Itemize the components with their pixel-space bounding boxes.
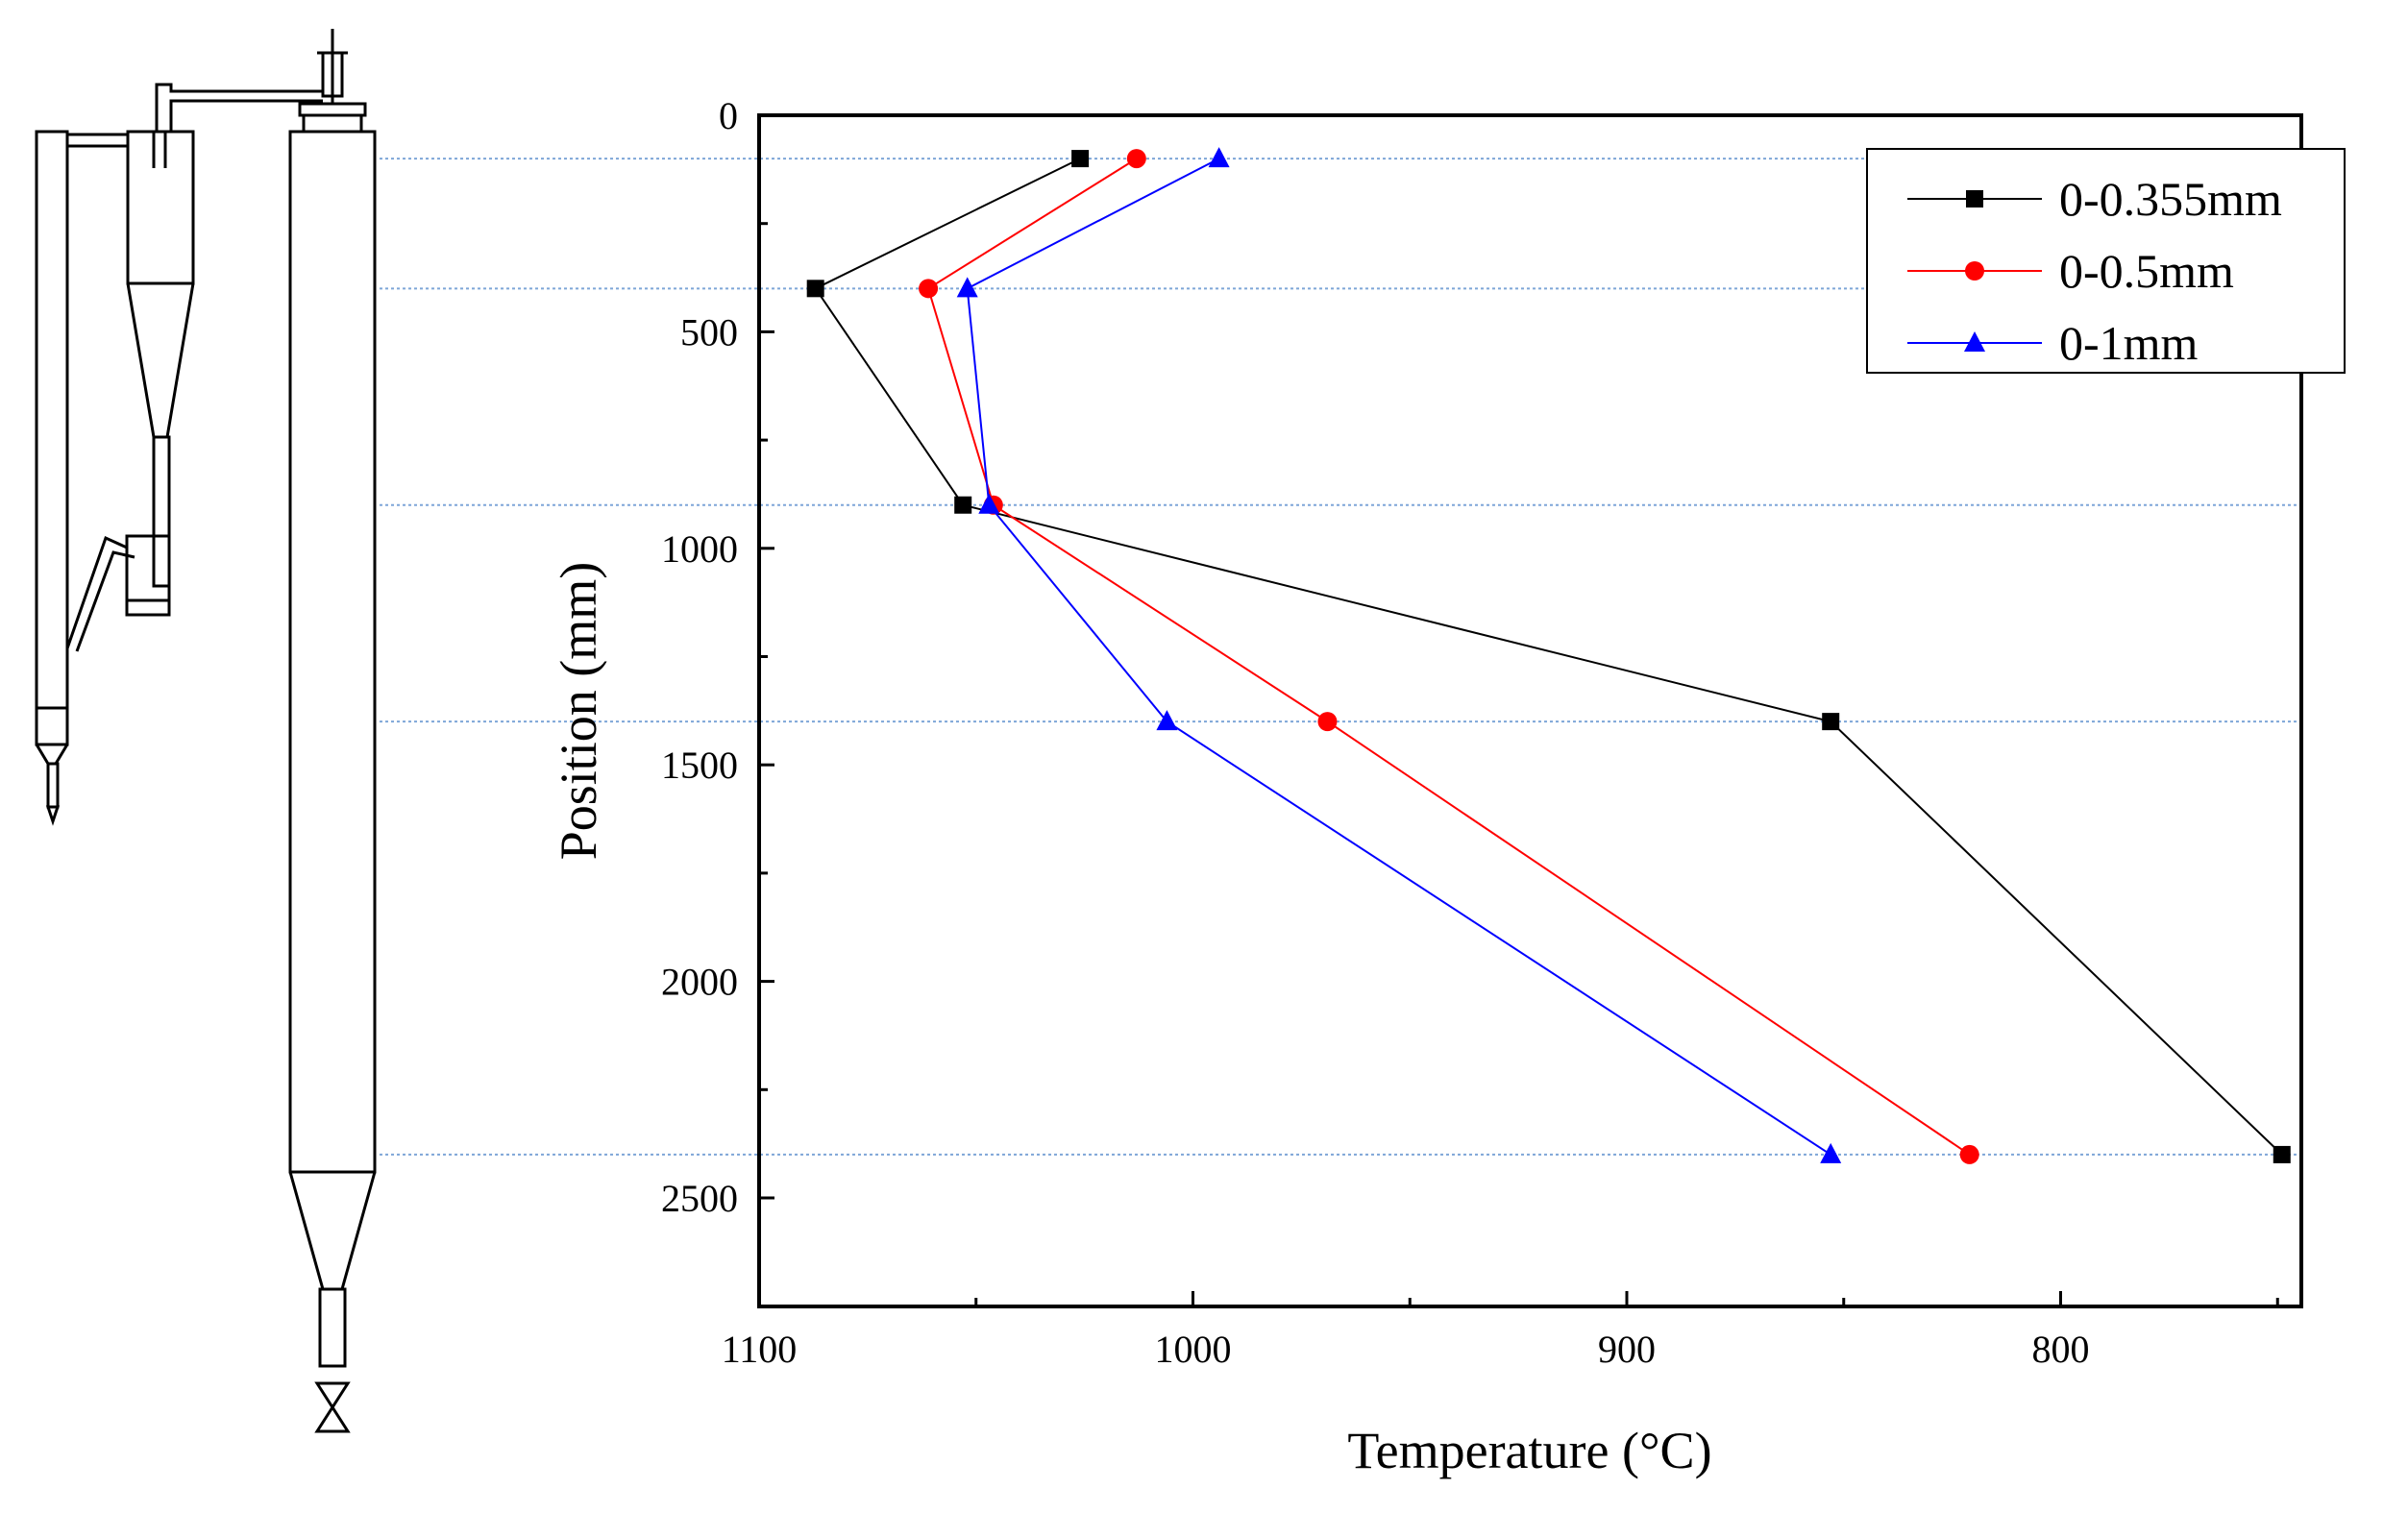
riser-column — [288, 130, 377, 1174]
legend-label: 0-0.5mm — [2059, 244, 2234, 298]
legend-label: 0-1mm — [2059, 316, 2199, 370]
loop-seal — [125, 534, 171, 617]
series-line — [966, 158, 1831, 1156]
data-point — [806, 280, 824, 298]
cyclone-duct-inner — [169, 99, 323, 132]
data-point — [2273, 1145, 2291, 1163]
legend-label: 0-0.355mm — [2059, 172, 2282, 226]
cyclone-body — [126, 130, 195, 285]
data-point — [954, 496, 972, 514]
data-point — [1208, 147, 1230, 168]
data-point — [1959, 1144, 1979, 1164]
cyclone-duct-outer — [155, 83, 323, 132]
series-0-1mm — [956, 147, 1842, 1163]
data-point — [978, 493, 1000, 514]
cyclone-cone — [126, 282, 195, 439]
riser-bottom-valve-bottom — [314, 1404, 351, 1433]
secondary-column-pipe — [46, 762, 60, 809]
secondary-column — [35, 130, 69, 710]
series-line — [926, 158, 1971, 1156]
plot-frame — [757, 113, 2303, 1308]
legend-marker — [1966, 190, 1983, 207]
y-tick-label: 0 — [719, 94, 738, 137]
legend-box — [1866, 148, 2346, 374]
standpipe — [152, 435, 171, 588]
x-tick-label: 900 — [1598, 1328, 1656, 1371]
y-tick-label: 2000 — [661, 961, 738, 1004]
series-layer — [806, 147, 2291, 1164]
data-point — [1156, 710, 1178, 731]
return-leg-outer — [65, 535, 128, 706]
secondary-column-base — [35, 706, 69, 746]
x-axis-title: Temperature (°C) — [1347, 1422, 1711, 1479]
riser-top-flange — [302, 113, 363, 134]
data-point — [1071, 150, 1090, 168]
x-tick-label: 1100 — [722, 1328, 798, 1371]
y-tick-label: 1500 — [661, 744, 738, 787]
data-point — [919, 279, 939, 299]
y-tick-label: 1000 — [661, 527, 738, 571]
y-tick-label: 500 — [680, 310, 738, 354]
x-tick-label: 800 — [2032, 1328, 2090, 1371]
data-point — [1820, 1142, 1842, 1163]
secondary-column-valve — [45, 805, 61, 826]
legend-marker — [1965, 261, 1984, 281]
series-0-0.5mm — [919, 149, 1979, 1164]
riser-top-cap — [298, 102, 367, 117]
data-point — [1822, 713, 1840, 731]
x-tick-label: 1000 — [1155, 1328, 1232, 1371]
data-point — [1126, 149, 1146, 169]
y-axis-title: Position (mm) — [550, 562, 607, 861]
data-point — [956, 277, 978, 298]
legend-items: 0-0.355mm 0-0.5mm 0-1mm — [1907, 172, 2282, 370]
data-point — [1317, 712, 1338, 732]
reactor-schematic — [35, 29, 377, 1433]
y-tick-label: 2500 — [661, 1177, 738, 1220]
riser-bottom-pipe — [318, 1287, 347, 1368]
riser-bottom-cone — [288, 1171, 377, 1291]
return-leg-inner — [75, 550, 135, 652]
series-0-0.355mm — [806, 150, 2291, 1163]
secondary-column-cone — [35, 744, 69, 766]
riser-bottom-valve-top — [314, 1381, 351, 1410]
legend: 0-0.355mm 0-0.5mm 0-1mm — [1866, 148, 2346, 374]
axis-ticks: 0 500 1000 1500 2000 2500 1100 1000 900 800 — [661, 94, 2279, 1371]
legend-marker — [1964, 331, 1985, 352]
